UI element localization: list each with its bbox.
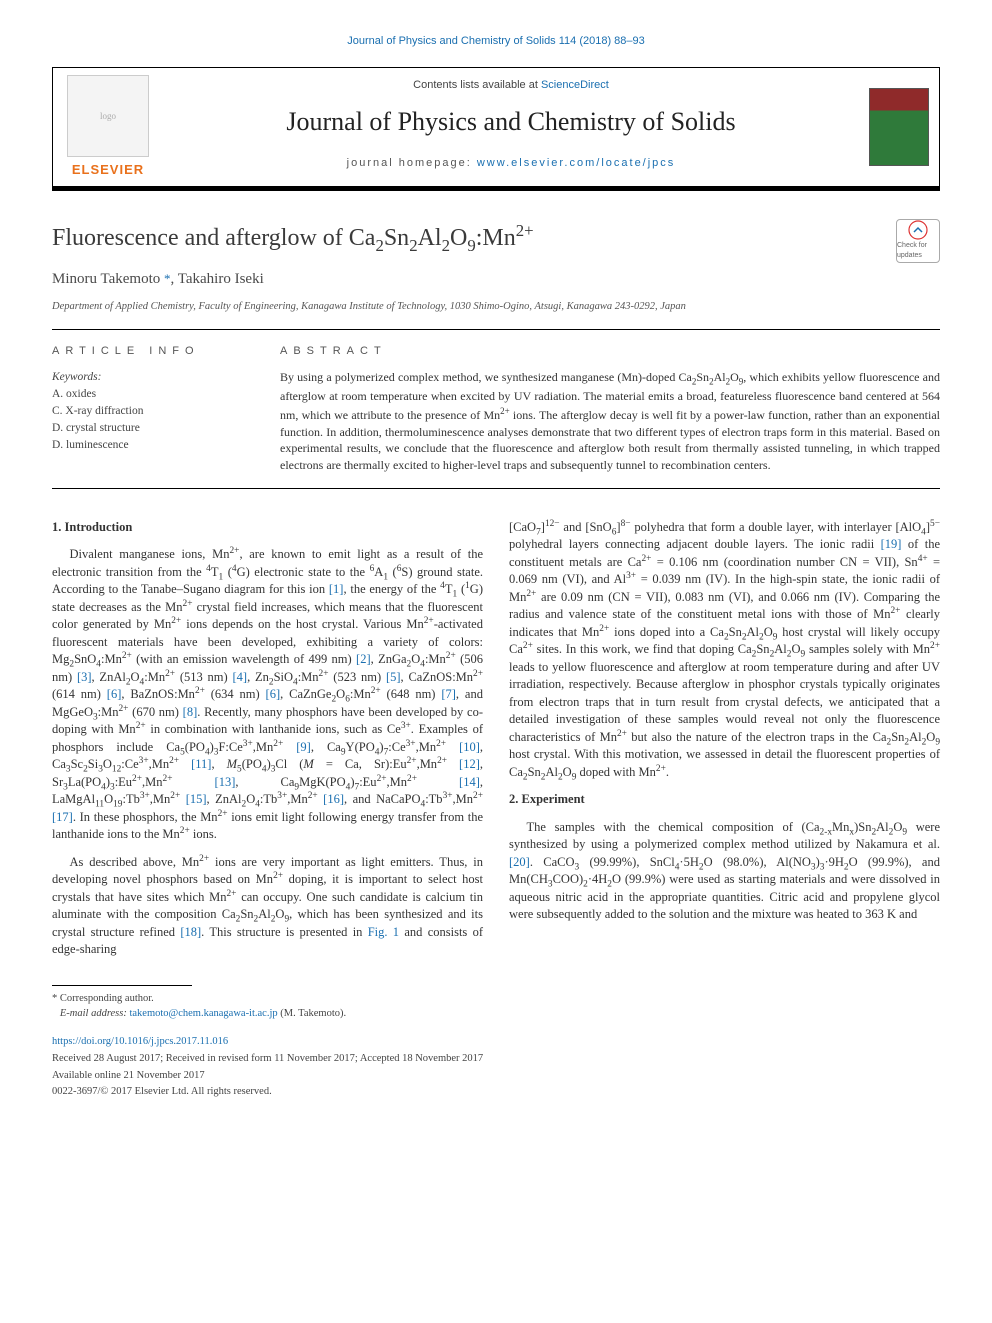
abstract-heading: ABSTRACT	[280, 344, 940, 359]
check-for-updates-badge[interactable]: Check for updates	[896, 219, 940, 263]
article-title: Fluorescence and afterglow of Ca2Sn2Al2O…	[52, 219, 534, 257]
body-columns: 1. Introduction Divalent manganese ions,…	[52, 519, 940, 959]
section-2-para-1: The samples with the chemical compositio…	[509, 819, 940, 924]
section-1-para-1: Divalent manganese ions, Mn2+, are known…	[52, 546, 483, 844]
elsevier-tree-icon: logo	[67, 75, 149, 157]
abstract-text: By using a polymerized complex method, w…	[280, 369, 940, 474]
keywords-label: Keywords:	[52, 369, 252, 385]
section-2-heading: 2. Experiment	[509, 791, 940, 809]
crossmark-icon	[908, 220, 928, 240]
available-online: Available online 21 November 2017	[52, 1069, 940, 1084]
article-history: Received 28 August 2017; Received in rev…	[52, 1052, 940, 1067]
section-1-para-2: As described above, Mn2+ ions are very i…	[52, 854, 483, 959]
section-1-heading: 1. Introduction	[52, 519, 483, 537]
doi-line: https://doi.org/10.1016/j.jpcs.2017.11.0…	[52, 1035, 940, 1050]
rule-bottom	[52, 488, 940, 489]
corresponding-email-link[interactable]: takemoto@chem.kanagawa-it.ac.jp	[129, 1008, 277, 1019]
publisher-logo: logo ELSEVIER	[53, 68, 163, 185]
keyword-item: D. luminescence	[52, 437, 252, 453]
doi-link[interactable]: https://doi.org/10.1016/j.jpcs.2017.11.0…	[52, 1036, 228, 1047]
copyright-line: 0022-3697/© 2017 Elsevier Ltd. All right…	[52, 1085, 940, 1100]
email-suffix: (M. Takemoto).	[278, 1008, 346, 1019]
email-label: E-mail address:	[60, 1008, 130, 1019]
contents-prefix: Contents lists available at	[413, 79, 541, 91]
running-head: Journal of Physics and Chemistry of Soli…	[52, 34, 940, 49]
footnote-rule	[52, 985, 192, 986]
article-info-heading: ARTICLE INFO	[52, 344, 252, 359]
journal-homepage-link[interactable]: www.elsevier.com/locate/jpcs	[477, 157, 675, 169]
contents-lists-line: Contents lists available at ScienceDirec…	[171, 78, 851, 93]
affiliation: Department of Applied Chemistry, Faculty…	[52, 300, 940, 315]
email-line: E-mail address: takemoto@chem.kanagawa-i…	[52, 1007, 940, 1022]
abstract-column: ABSTRACT By using a polymerized complex …	[280, 344, 940, 474]
keyword-item: C. X-ray diffraction	[52, 403, 252, 419]
section-1-para-3: [CaO7]12− and [SnO6]8− polyhedra that fo…	[509, 519, 940, 782]
publisher-name: ELSEVIER	[72, 161, 144, 179]
corresponding-author-note: * Corresponding author.	[52, 992, 940, 1007]
keyword-item: A. oxides	[52, 386, 252, 402]
homepage-prefix: journal homepage:	[347, 157, 477, 169]
journal-cover-thumb	[859, 68, 939, 185]
article-info-column: ARTICLE INFO Keywords: A. oxidesC. X-ray…	[52, 344, 252, 474]
keyword-item: D. crystal structure	[52, 420, 252, 436]
authors: Minoru Takemoto *, Takahiro Iseki	[52, 269, 940, 290]
journal-homepage-line: journal homepage: www.elsevier.com/locat…	[171, 156, 851, 171]
journal-title: Journal of Physics and Chemistry of Soli…	[171, 104, 851, 140]
masthead: logo ELSEVIER Contents lists available a…	[52, 67, 940, 190]
keywords-list: A. oxidesC. X-ray diffractionD. crystal …	[52, 386, 252, 453]
sciencedirect-link[interactable]: ScienceDirect	[541, 79, 609, 91]
check-for-updates-label: Check for updates	[897, 241, 939, 261]
